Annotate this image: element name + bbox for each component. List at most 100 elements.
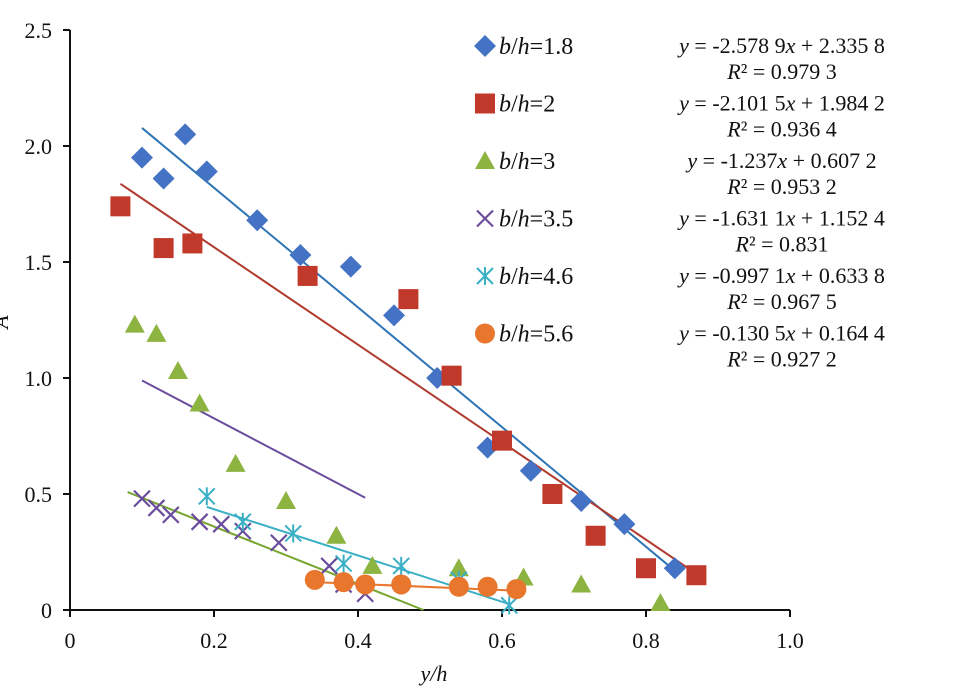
data-point — [663, 557, 686, 580]
x-stroke — [162, 506, 180, 524]
data-point — [650, 593, 671, 612]
x-stroke — [212, 515, 230, 533]
data-point — [146, 323, 167, 342]
x-tick-label: 0 — [65, 628, 76, 653]
equation-text: y = -1.237x + 0.607 2 — [685, 148, 876, 173]
axes — [69, 30, 790, 611]
legend-label: b/h=3.5 — [499, 207, 573, 233]
y-axis-title: A — [0, 315, 13, 331]
data-point — [542, 484, 563, 504]
equation-block: y = -1.631 1x + 1.152 4R² = 0.831 — [677, 206, 885, 257]
data-point — [276, 490, 296, 509]
x-tick-label: 0.8 — [632, 628, 660, 653]
legend-item: b/h=5.6 — [475, 322, 573, 348]
data-point — [448, 558, 469, 577]
data-point — [174, 123, 197, 146]
r-squared-text: R² = 0.936 4 — [726, 117, 836, 142]
legend: b/h=1.8 b/h=2 b/h=3 b/h=3.5 b/h=4.6 b/h=5.6 — [474, 34, 573, 348]
data-point — [362, 555, 383, 574]
data-point — [297, 265, 318, 286]
data-point — [182, 233, 203, 254]
data-point — [284, 524, 302, 543]
legend-item: b/h=2 — [475, 92, 555, 118]
equation-block: y = -1.237x + 0.607 2R² = 0.953 2 — [685, 148, 876, 199]
legend-marker — [475, 323, 495, 344]
data-point — [147, 499, 166, 517]
data-point — [333, 572, 354, 593]
legend-marker — [475, 151, 495, 169]
x-stroke — [190, 513, 209, 531]
regression-equations: y = -2.578 9x + 2.335 8R² = 0.979 3 y = -… — [677, 33, 885, 372]
legend-item: b/h=1.8 — [474, 34, 573, 60]
data-point — [448, 576, 469, 597]
data-point — [198, 487, 216, 506]
x-axis-title: y/h — [419, 661, 448, 686]
y-tick-label: 1.5 — [25, 250, 53, 275]
legend-marker — [475, 93, 495, 114]
data-point — [383, 304, 405, 327]
x-tick-label: 1.0 — [776, 628, 804, 653]
x-stroke — [270, 533, 288, 552]
legend-label: b/h=3 — [499, 149, 555, 175]
trend-line-b-h-3 — [127, 491, 424, 611]
y-tick-label: 2.5 — [25, 18, 53, 43]
data-point — [110, 196, 131, 217]
legend-label: b/h=4.6 — [499, 264, 573, 290]
data-point — [162, 506, 180, 524]
r-squared-text: R² = 0.979 3 — [726, 59, 836, 84]
legend-marker — [476, 267, 494, 285]
equation-block: y = -0.997 1x + 0.633 8R² = 0.967 5 — [677, 263, 885, 314]
data-point — [225, 453, 246, 472]
data-point — [189, 393, 210, 412]
equation-block: y = -0.130 5x + 0.164 4R² = 0.927 2 — [677, 321, 885, 372]
equation-text: y = -2.578 9x + 2.335 8 — [677, 33, 885, 58]
data-point — [168, 361, 188, 380]
legend-item: b/h=3.5 — [476, 207, 573, 233]
data-point — [212, 515, 230, 533]
x-stroke — [147, 499, 166, 517]
legend-label: b/h=5.6 — [499, 322, 573, 348]
data-point — [334, 554, 353, 573]
data-point — [190, 513, 209, 531]
data-point — [441, 365, 462, 386]
data-point — [133, 489, 151, 508]
equation-block: y = -2.101 5x + 1.984 2R² = 0.936 4 — [677, 91, 885, 142]
data-point — [506, 579, 527, 600]
data-point — [492, 430, 512, 451]
data-point — [234, 512, 252, 531]
y-tick-label: 0 — [41, 598, 52, 623]
equation-text: y = -1.631 1x + 1.152 4 — [677, 206, 885, 231]
data-point — [571, 574, 592, 593]
x-tick-label: 0.2 — [200, 628, 228, 653]
data-point — [124, 314, 145, 333]
r-squared-text: R² = 0.831 — [735, 232, 829, 257]
data-point — [392, 556, 410, 575]
data-point — [304, 569, 325, 590]
x-tick-label: 0.4 — [344, 628, 372, 653]
x-tick-label: 0.6 — [488, 628, 516, 653]
data-point — [398, 289, 419, 310]
data-point — [131, 146, 153, 169]
r-squared-text: R² = 0.927 2 — [726, 347, 836, 372]
data-point — [326, 525, 347, 544]
legend-label: b/h=2 — [499, 92, 555, 118]
data-point — [636, 558, 656, 579]
trend-line-b-h-2 — [119, 182, 697, 575]
data-point — [500, 596, 518, 615]
series-b-h-5.6 — [304, 569, 527, 600]
data-point — [613, 513, 636, 536]
data-point — [391, 574, 412, 595]
x-stroke — [320, 557, 338, 575]
data-point — [519, 459, 542, 482]
y-tick-label: 0.5 — [25, 482, 53, 507]
legend-item: b/h=4.6 — [476, 264, 573, 290]
data-point — [355, 574, 376, 595]
data-point — [339, 255, 362, 278]
trend-line-b-h-3.5 — [141, 379, 366, 499]
data-markers — [110, 123, 707, 615]
legend-item: b/h=3 — [475, 149, 555, 175]
equation-text: y = -0.997 1x + 0.633 8 — [677, 263, 885, 288]
data-point — [320, 557, 338, 575]
trend-lines — [119, 127, 697, 611]
